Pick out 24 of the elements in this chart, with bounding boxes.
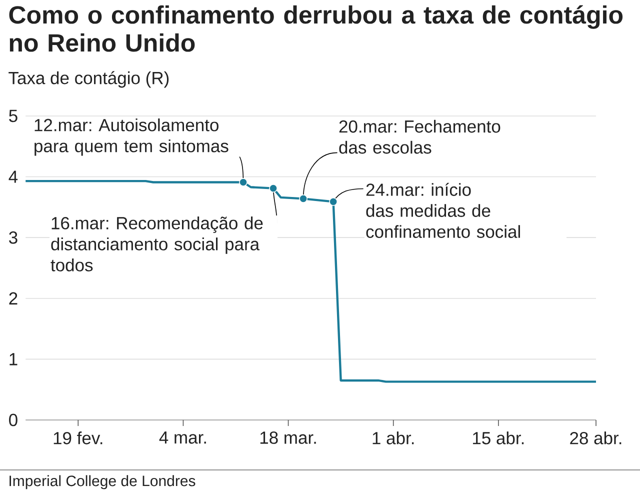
point <box>269 184 278 193</box>
x-tick-label: 1 abr. <box>372 432 414 444</box>
x-tick-label: 19 fev. <box>54 432 102 444</box>
y-axis-title: Taxa de contágio (R) <box>8 71 169 88</box>
chart-title: Como o confinamento derrubou a taxa de contágio no Reino Unido <box>9 5 623 52</box>
point <box>299 194 308 203</box>
point <box>329 198 338 206</box>
x-tick-label: 28 abr. <box>570 432 622 444</box>
y-tick-label: 0 <box>9 414 18 426</box>
x-tick-label: 18 mar. <box>260 432 316 444</box>
point <box>239 178 248 186</box>
y-tick-label: 4 <box>8 170 18 183</box>
y-tick-label: 1 <box>10 353 18 366</box>
line-series <box>24 178 598 383</box>
y-tick-label: 5 <box>9 110 18 122</box>
x-tick-label: 15 abr. <box>473 432 524 444</box>
x-tick-label: 4 mar. <box>159 431 206 444</box>
annotation: 16.mar: Recomendação de distanciamento social para todos <box>50 216 263 272</box>
y-tick-label: 3 <box>9 231 18 244</box>
annotation: 24.mar: início das medidas de confinamento social <box>366 182 520 238</box>
annotation: 12.mar: Autoisolamento para quem tem sintomas <box>34 118 228 156</box>
annotation: 20.mar: Fechamento das escolas <box>339 120 500 154</box>
text: Imperial College de Londres <box>10 475 196 490</box>
y-tick-label: 2 <box>9 292 18 304</box>
